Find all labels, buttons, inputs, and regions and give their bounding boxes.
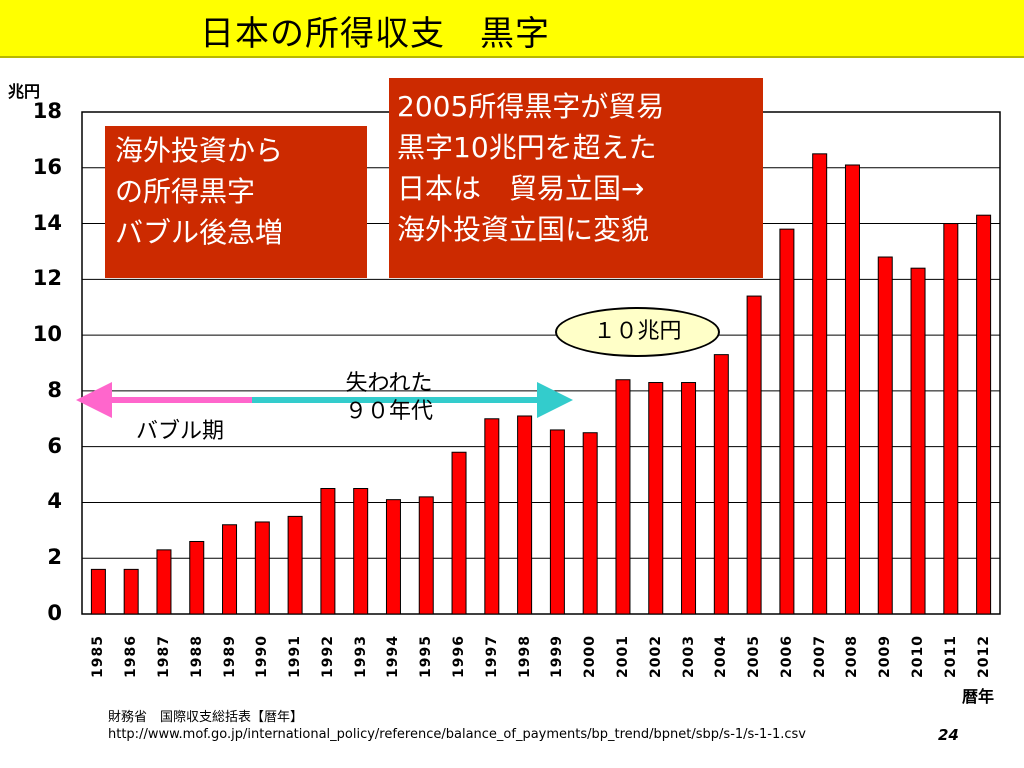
annotation-box-income-growth: 海外投資から の所得黒字 バブル後急増 xyxy=(105,126,367,278)
y-tick-label: 18 xyxy=(32,99,62,123)
bar-2012 xyxy=(976,214,992,615)
annotation-line: バブル後急増 xyxy=(115,216,284,249)
bar-2005 xyxy=(746,295,762,615)
bar-1993 xyxy=(353,488,369,615)
page-number: 24 xyxy=(938,726,959,744)
bar-2010 xyxy=(910,267,926,615)
bar-2011 xyxy=(943,223,959,615)
bar-1991 xyxy=(287,515,303,615)
bar-1985 xyxy=(90,568,106,615)
y-tick-label: 14 xyxy=(32,210,62,235)
bars xyxy=(90,153,992,615)
lost-decade-line: 失われた xyxy=(345,371,433,396)
bar-2002 xyxy=(648,382,664,615)
bar-1996 xyxy=(451,451,467,615)
annotation-line: 海外投資立国に変貌 xyxy=(397,213,650,246)
lost-decade-label: 失われた ９０年代 xyxy=(324,370,454,426)
annotation-line: 日本は 貿易立国→ xyxy=(397,172,645,205)
bar-2003 xyxy=(681,382,697,615)
bar-2006 xyxy=(779,228,795,615)
title-bar: 日本の所得収支 黒字 xyxy=(0,0,1024,58)
bar-1995 xyxy=(418,496,434,615)
bar-1992 xyxy=(320,488,336,615)
bar-1999 xyxy=(549,429,565,615)
bar-1987 xyxy=(156,549,172,615)
y-tick-label: 8 xyxy=(47,377,62,402)
ten-trillion-oval-label: １０兆円 xyxy=(555,307,720,357)
annotation-line: 2005所得黒字が貿易 xyxy=(397,90,665,123)
y-tick-label: 2 xyxy=(47,545,62,570)
annotation-line: の所得黒字 xyxy=(115,175,256,208)
y-tick-label: 10 xyxy=(32,322,62,347)
bar-2000 xyxy=(582,432,598,615)
bar-2009 xyxy=(877,256,893,615)
annotation-line: 海外投資から xyxy=(115,134,284,167)
y-axis-unit: 兆円 xyxy=(8,82,41,101)
bar-1997 xyxy=(484,418,500,615)
bar-2008 xyxy=(844,164,860,615)
annotation-line: 黒字10兆円を超えた xyxy=(397,131,657,164)
annotation-box-investment-nation: 2005所得黒字が貿易 黒字10兆円を超えた 日本は 貿易立国→ 海外投資立国に… xyxy=(389,78,763,278)
lost-decade-line: ９０年代 xyxy=(344,399,433,424)
y-tick-label: 16 xyxy=(32,154,62,179)
y-tick-label: 0 xyxy=(47,601,62,625)
source-citation: 財務省 国際収支総括表【暦年】 xyxy=(108,710,304,725)
x-axis-unit: 暦年 xyxy=(962,687,995,706)
bar-1994 xyxy=(385,499,401,615)
bar-1989 xyxy=(222,524,238,615)
bar-2004 xyxy=(713,354,729,615)
bubble-period-label: バブル期 xyxy=(136,419,225,444)
source-url: http://www.mof.go.jp/international_polic… xyxy=(108,727,806,742)
bar-2007 xyxy=(812,153,828,615)
bar-1986 xyxy=(123,568,139,615)
bar-1998 xyxy=(517,415,533,615)
y-tick-label: 6 xyxy=(47,433,62,458)
bar-1990 xyxy=(254,521,270,615)
y-tick-label: 4 xyxy=(47,489,62,514)
bar-1988 xyxy=(189,540,205,615)
y-tick-label: 12 xyxy=(32,266,62,291)
bar-2001 xyxy=(615,379,631,615)
page-title: 日本の所得収支 黒字 xyxy=(200,14,550,54)
